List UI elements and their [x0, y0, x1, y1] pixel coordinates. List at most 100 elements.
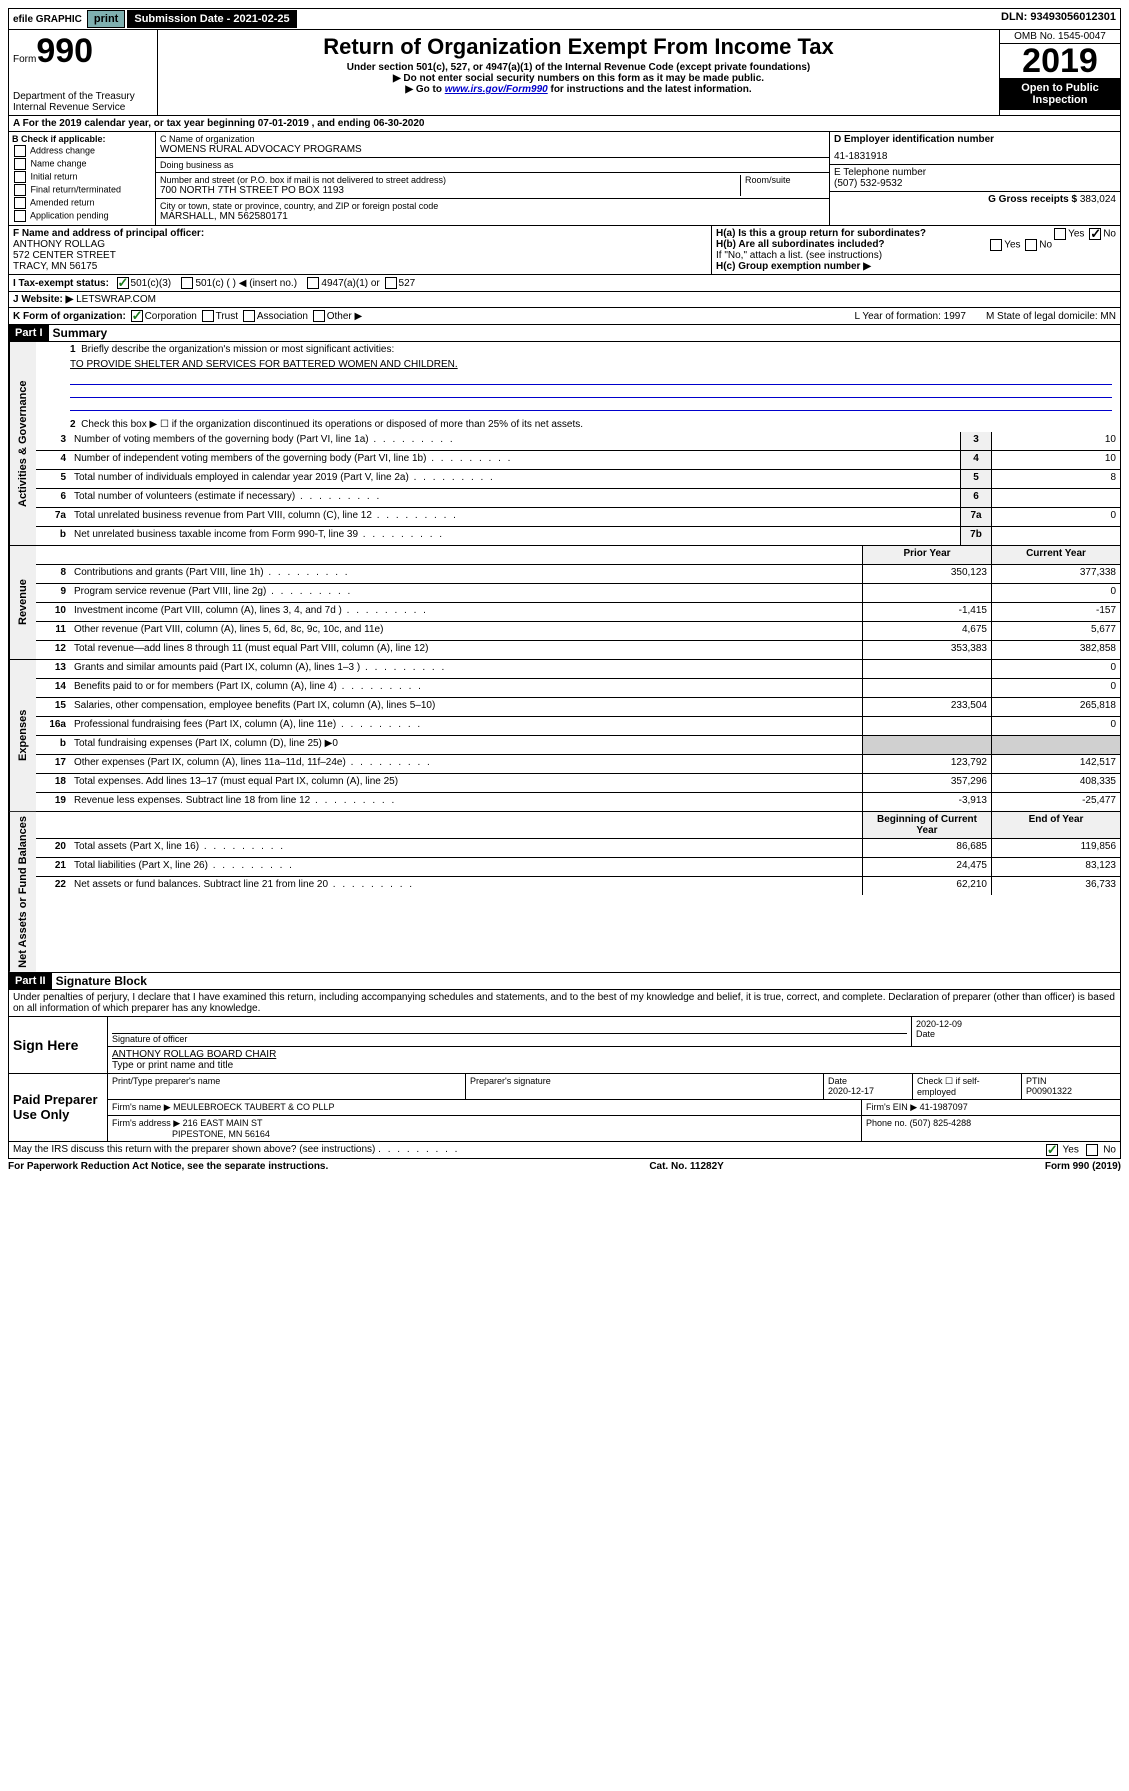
k-label: K Form of organization:	[13, 311, 126, 322]
section-net-assets: Net Assets or Fund Balances Beginning of…	[8, 812, 1121, 973]
val-20c: 119,856	[991, 839, 1120, 857]
line17: Other expenses (Part IX, column (A), lin…	[70, 755, 862, 773]
blank-line	[70, 398, 1112, 411]
line20: Total assets (Part X, line 16)	[70, 839, 862, 857]
dba-label: Doing business as	[160, 160, 825, 170]
hb-yes: Yes	[1004, 240, 1020, 251]
m-state-domicile: M State of legal domicile: MN	[986, 311, 1116, 322]
note2-post: for instructions and the latest informat…	[548, 84, 752, 95]
f-label: F Name and address of principal officer:	[13, 228, 204, 239]
ein-value: 41-1831918	[834, 151, 1116, 162]
val-10c: -157	[991, 603, 1120, 621]
k-trust: Trust	[216, 311, 238, 322]
discuss-text: May the IRS discuss this return with the…	[13, 1144, 375, 1155]
date-label: Date	[916, 1029, 935, 1039]
prep-name-label: Print/Type preparer's name	[108, 1074, 466, 1099]
room-label: Room/suite	[740, 175, 825, 196]
val-22p: 62,210	[862, 877, 991, 895]
side-label-governance: Activities & Governance	[9, 342, 36, 545]
line5: Total number of individuals employed in …	[70, 470, 960, 488]
firm-name: MEULEBROECK TAUBERT & CO PLLP	[173, 1102, 334, 1112]
cb-initial-return[interactable]: Initial return	[12, 171, 152, 183]
val-16ac: 0	[991, 717, 1120, 735]
footer-form: Form 990 (2019)	[1045, 1161, 1121, 1172]
mission-text: TO PROVIDE SHELTER AND SERVICES FOR BATT…	[70, 359, 458, 370]
hb-note: If "No," attach a list. (see instruction…	[716, 250, 1116, 261]
prep-date: 2020-12-17	[828, 1086, 874, 1096]
e-phone-label: E Telephone number	[834, 167, 1116, 178]
part2-title: Signature Block	[56, 974, 147, 988]
k-other: Other ▶	[327, 311, 362, 322]
line7a: Total unrelated business revenue from Pa…	[70, 508, 960, 526]
paid-preparer-label: Paid Preparer Use Only	[9, 1074, 108, 1141]
val-19c: -25,477	[991, 793, 1120, 811]
cb-amended[interactable]: Amended return	[12, 197, 152, 209]
section-governance: Activities & Governance 1 Briefly descri…	[8, 342, 1121, 546]
sign-here-label: Sign Here	[9, 1017, 108, 1073]
val-16bc-shaded	[991, 736, 1120, 754]
gross-receipts: 383,024	[1080, 194, 1116, 205]
line2-text: Check this box ▶ ☐ if the organization d…	[81, 419, 583, 430]
discuss-yes: Yes	[1063, 1144, 1079, 1155]
discuss-row: May the IRS discuss this return with the…	[8, 1142, 1121, 1159]
val-16bp-shaded	[862, 736, 991, 754]
hdr-begin: Beginning of Current Year	[862, 812, 991, 838]
form-subtitle: Under section 501(c), 527, or 4947(a)(1)…	[164, 62, 993, 73]
cb-address-change[interactable]: Address change	[12, 145, 152, 157]
ha-yes: Yes	[1068, 229, 1084, 240]
val-22c: 36,733	[991, 877, 1120, 895]
firm-ein: 41-1987097	[920, 1102, 968, 1112]
col-b-checkboxes: B Check if applicable: Address change Na…	[9, 132, 156, 225]
hb-label: H(b) Are all subordinates included?	[716, 239, 885, 250]
f-officer: F Name and address of principal officer:…	[9, 226, 711, 274]
side-label-revenue: Revenue	[9, 546, 36, 659]
val-3: 10	[991, 432, 1120, 450]
note2-pre: ▶ Go to	[405, 84, 444, 95]
part2-header-row: Part II Signature Block	[8, 973, 1121, 990]
form-990-number: 990	[36, 32, 93, 70]
line3: Number of voting members of the governin…	[70, 432, 960, 450]
blank-line	[70, 372, 1112, 385]
firm-name-label: Firm's name ▶	[112, 1102, 171, 1112]
firm-addr2: PIPESTONE, MN 56164	[172, 1129, 270, 1139]
i-label: I Tax-exempt status:	[13, 278, 109, 289]
val-17p: 123,792	[862, 755, 991, 773]
val-9c: 0	[991, 584, 1120, 602]
part1-badge: Part I	[9, 325, 49, 341]
sign-here-block: Sign Here Signature of officer 2020-12-0…	[8, 1017, 1121, 1074]
val-17c: 142,517	[991, 755, 1120, 773]
website-value[interactable]: LETSWRAP.COM	[76, 294, 156, 305]
val-14p	[862, 679, 991, 697]
print-button[interactable]: print	[87, 10, 125, 28]
k-corp: Corporation	[145, 311, 197, 322]
section-expenses: Expenses 13Grants and similar amounts pa…	[8, 660, 1121, 812]
val-13p	[862, 660, 991, 678]
cb-application-pending[interactable]: Application pending	[12, 210, 152, 222]
form990-link[interactable]: www.irs.gov/Form990	[445, 84, 548, 95]
page-footer: For Paperwork Reduction Act Notice, see …	[8, 1159, 1121, 1174]
self-employed-check[interactable]: Check ☐ if self-employed	[913, 1074, 1022, 1099]
phone-value: (507) 532-9532	[834, 178, 1116, 189]
hdr-current: Current Year	[991, 546, 1120, 564]
val-18c: 408,335	[991, 774, 1120, 792]
org-city: MARSHALL, MN 562580171	[160, 211, 825, 222]
i-501c3: 501(c)(3)	[131, 278, 172, 289]
part2-badge: Part II	[9, 973, 52, 989]
i-527: 527	[399, 278, 416, 289]
line12: Total revenue—add lines 8 through 11 (mu…	[70, 641, 862, 659]
line11: Other revenue (Part VIII, column (A), li…	[70, 622, 862, 640]
form-prefix: Form	[13, 54, 36, 65]
val-21p: 24,475	[862, 858, 991, 876]
footer-cat: Cat. No. 11282Y	[649, 1161, 723, 1172]
block-bcdeg: B Check if applicable: Address change Na…	[8, 132, 1121, 226]
col-deg: D Employer identification number 41-1831…	[829, 132, 1120, 225]
cb-final-return[interactable]: Final return/terminated	[12, 184, 152, 196]
ha-label: H(a) Is this a group return for subordin…	[716, 228, 926, 239]
i-501c: 501(c) ( ) ◀ (insert no.)	[195, 278, 297, 289]
c-name-label: C Name of organization	[160, 134, 825, 144]
org-address: 700 NORTH 7TH STREET PO BOX 1193	[160, 185, 740, 196]
val-15c: 265,818	[991, 698, 1120, 716]
cb-name-change[interactable]: Name change	[12, 158, 152, 170]
prep-date-label: Date	[828, 1076, 847, 1086]
val-8p: 350,123	[862, 565, 991, 583]
